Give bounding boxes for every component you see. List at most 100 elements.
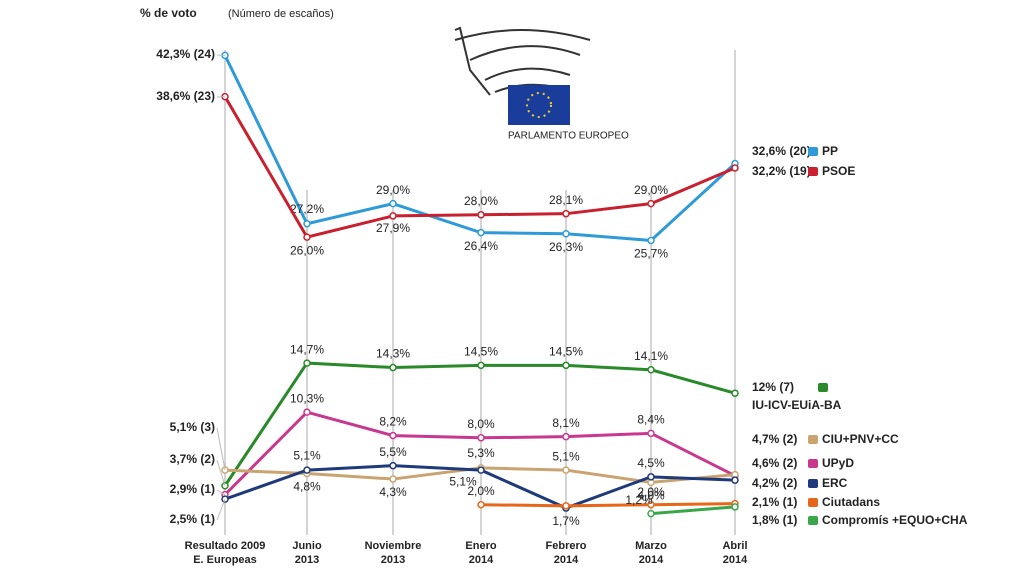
x-tick-label: Febrero — [546, 540, 587, 552]
value-label: 2,0% — [467, 484, 495, 498]
value-label: 5,1% (3) — [170, 420, 215, 434]
legend-label: PSOE — [822, 164, 855, 178]
x-tick-label: 2013 — [381, 554, 405, 566]
value-label: 5,1% — [552, 449, 580, 463]
value-label: 3,7% (2) — [170, 452, 215, 466]
point — [562, 209, 570, 218]
value-label: 28,1% — [549, 193, 583, 207]
x-tick-label: Noviembre — [365, 540, 422, 552]
legend-swatch — [808, 147, 818, 156]
value-label: 4,2% (2) — [752, 476, 797, 490]
value-label: 14,1% — [634, 349, 668, 363]
value-label: 8,4% — [637, 413, 665, 427]
point — [389, 475, 397, 483]
series-line — [650, 505, 736, 516]
point — [647, 509, 655, 518]
point — [477, 434, 485, 442]
value-label: 5,1% — [449, 474, 477, 488]
x-tick-label: Resultado 2009 — [185, 540, 266, 552]
legend-label: CIU+PNV+CC — [822, 432, 899, 446]
leader — [216, 498, 226, 521]
logo: PARLAMENTO EUROPEO — [454, 26, 629, 142]
value-label: 1,8% (1) — [752, 513, 797, 527]
value-label: 2,5% (1) — [170, 512, 215, 526]
value-label: 5,3% — [467, 446, 495, 460]
legend-swatch — [808, 498, 818, 507]
x-tick-label: 2014 — [554, 554, 579, 566]
value-label: 8,0% — [467, 417, 495, 431]
point — [389, 461, 397, 470]
point — [389, 363, 397, 372]
value-label: 2,1% (1) — [752, 495, 797, 509]
value-label: 4,8% — [293, 480, 321, 494]
point — [389, 199, 397, 208]
point — [562, 502, 570, 510]
value-label: 4,7% (2) — [752, 432, 797, 446]
point — [647, 500, 655, 509]
x-tick-label: 2014 — [469, 554, 494, 566]
point — [731, 503, 739, 511]
value-label: 14,5% — [549, 344, 583, 358]
legend-label: Ciutadans — [822, 495, 880, 509]
point — [477, 228, 485, 237]
value-label: 14,3% — [376, 347, 410, 361]
value-label: 26,0% — [290, 243, 324, 257]
value-label: 14,5% — [464, 344, 498, 358]
point — [389, 212, 397, 220]
value-label: 4,0% — [637, 489, 665, 503]
value-label: 27,9% — [376, 221, 410, 235]
point — [562, 361, 570, 370]
point — [562, 230, 570, 238]
legend-swatch — [808, 459, 818, 468]
point — [303, 359, 311, 367]
x-tick-label: E. Europeas — [193, 554, 257, 566]
legend-swatch — [808, 435, 818, 444]
point — [303, 408, 311, 416]
point — [477, 361, 485, 370]
value-label: 42,3% (24) — [156, 47, 215, 61]
legend-swatch — [808, 167, 818, 176]
point — [303, 233, 311, 241]
value-label: 26,3% — [549, 240, 583, 254]
value-label: 29,0% — [634, 183, 668, 197]
chart-subtitle: (Número de escaños) — [228, 8, 334, 20]
value-label: 4,5% — [637, 456, 665, 470]
legend-label: Compromís +EQUO+CHA — [822, 513, 968, 527]
value-label: 8,2% — [379, 415, 407, 429]
value-label: 8,1% — [552, 416, 580, 430]
series-line — [480, 502, 736, 508]
point — [647, 236, 655, 245]
x-tick-label: Abril — [722, 540, 747, 552]
point — [477, 500, 485, 509]
point — [303, 466, 311, 474]
value-label: 29,0% — [376, 183, 410, 197]
leader — [216, 427, 226, 471]
value-label: 1,2% — [625, 493, 653, 507]
value-label: 14,7% — [290, 342, 324, 356]
value-label: 32,2% (19) — [752, 164, 811, 178]
x-tick-label: 2014 — [639, 554, 664, 566]
point — [303, 219, 311, 228]
logo-text: PARLAMENTO EUROPEO — [508, 131, 629, 142]
value-label: 38,6% (23) — [156, 89, 215, 103]
value-label: 2,9% (1) — [170, 482, 215, 496]
point — [477, 466, 485, 474]
x-tick-label: 2013 — [295, 554, 319, 566]
point — [562, 466, 570, 474]
value-label: 5,1% — [293, 448, 321, 462]
point — [389, 431, 397, 440]
leader — [216, 489, 226, 496]
point — [562, 432, 570, 441]
value-label: 28,0% — [464, 194, 498, 208]
legend-swatch — [808, 479, 818, 488]
chart-title: % de voto — [140, 6, 197, 20]
point — [647, 366, 655, 374]
value-label: 32,6% (20) — [752, 144, 811, 158]
point — [647, 199, 655, 208]
x-tick-label: Junio — [292, 540, 322, 552]
value-label: 1,7% — [552, 514, 580, 528]
point — [647, 429, 655, 438]
legend-label: UPyD — [822, 456, 854, 470]
value-label: 4,6% (2) — [752, 456, 797, 470]
x-tick-label: 2014 — [723, 554, 748, 566]
